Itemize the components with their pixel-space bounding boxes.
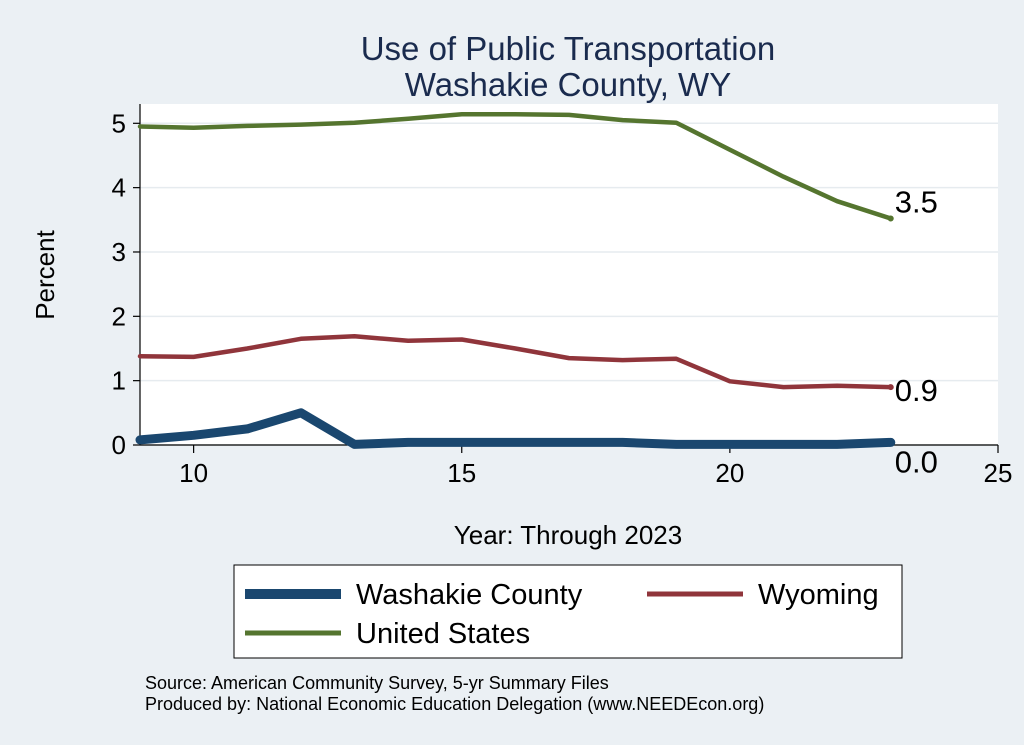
y-tick-label: 5 [112,108,126,138]
end-marker-wyoming [887,384,894,391]
produced-by-note: Produced by: National Economic Education… [145,694,764,714]
series-line-wyoming [137,334,894,390]
y-tick-label: 3 [112,237,126,267]
end-label-wyoming: 0.9 [895,373,938,408]
legend-box [233,564,903,659]
y-tick-label: 2 [112,301,126,331]
y-tick-label: 1 [112,366,126,396]
y-tick-label: 0 [112,430,126,460]
legend: Washakie County Wyoming United States [233,564,903,659]
axes: 0 1 2 3 4 5 10 15 20 25 [112,104,1013,488]
end-marker-washakie-county [887,439,894,446]
end-marker-united-states [887,215,894,222]
end-label-washakie-county: 0.0 [895,444,938,479]
chart-title-line-2: Washakie County, WY [405,66,731,103]
legend-label-washakie-county: Washakie County [356,579,583,611]
series-line-washakie-county [135,408,896,449]
x-tick-label: 20 [715,458,744,488]
x-tick-label: 10 [179,458,208,488]
end-label-united-states: 3.5 [895,185,938,220]
series-line-united-states [137,112,894,221]
y-tick-label: 4 [112,173,126,203]
series-lines [135,112,896,449]
x-axis-title: Year: Through 2023 [454,520,682,550]
legend-label-united-states: United States [356,618,530,650]
source-note: Source: American Community Survey, 5-yr … [145,673,609,693]
chart-title-line-1: Use of Public Transportation [361,30,776,67]
x-tick-label: 25 [984,458,1013,488]
y-axis-title: Percent [30,229,60,319]
end-labels: 3.5 0.9 0.0 [887,185,938,479]
plot-area [140,104,998,445]
legend-label-wyoming: Wyoming [758,579,879,611]
x-tick-label: 15 [447,458,476,488]
